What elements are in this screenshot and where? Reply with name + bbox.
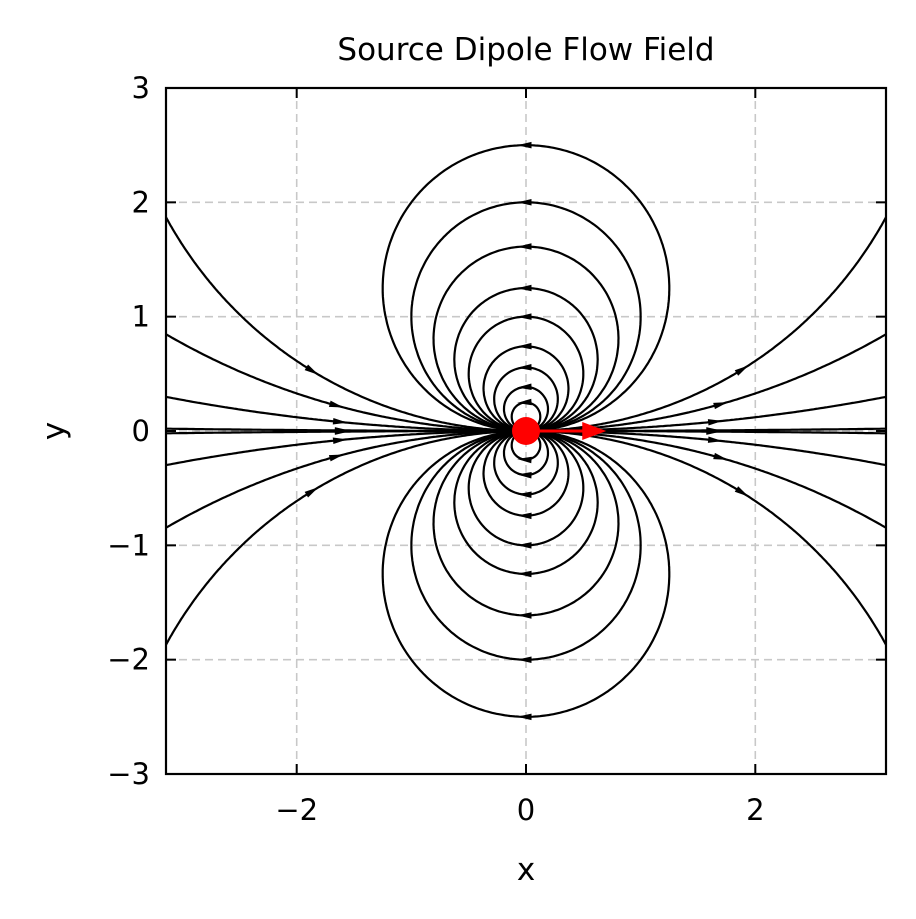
streamline-arrowhead [734, 365, 749, 376]
dipole-point [512, 417, 540, 445]
y-tick-label: −2 [107, 643, 150, 677]
y-tick-label: −1 [107, 528, 150, 562]
streamline-arrowhead [517, 456, 532, 464]
x-axis-label: x [517, 852, 535, 888]
y-axis-label: y [36, 422, 72, 440]
streamline-arrowhead [334, 428, 350, 435]
streamline-arrowhead [328, 454, 344, 462]
streamline-arrowhead [328, 400, 344, 408]
streamline-arrowhead [517, 713, 532, 721]
streamline-arrowhead [517, 199, 532, 206]
streamline-arrowhead [517, 570, 532, 578]
y-tick-label: 2 [132, 185, 150, 219]
streamline-arrowhead [713, 402, 728, 410]
streamline-arrowhead [734, 486, 749, 497]
streamline-arrowhead [517, 542, 532, 549]
streamline-arrowhead [517, 141, 532, 149]
streamline-arrowhead [517, 398, 532, 406]
streamline-arrowhead [517, 471, 532, 479]
dipole-moment-arrowhead [582, 422, 607, 440]
streamline-arrowhead [517, 612, 532, 619]
streamline-arrowhead [304, 487, 319, 498]
x-axis-ticks: −2 0 2 [275, 88, 765, 827]
streamline-arrowhead [517, 342, 532, 350]
streamline-arrowhead [332, 437, 348, 444]
y-tick-label: 1 [132, 300, 150, 334]
y-tick-label: −3 [107, 757, 150, 791]
streamline-arrowhead [517, 284, 532, 292]
streamline-arrowhead [707, 436, 723, 443]
streamline-arrowhead [517, 512, 532, 520]
streamlines [166, 141, 886, 721]
streamline-arrowhead [517, 243, 532, 250]
streamline-arrowhead [517, 491, 532, 498]
streamline-arrowhead [517, 383, 532, 391]
y-tick-label: 0 [132, 414, 150, 448]
chart-title: Source Dipole Flow Field [337, 32, 714, 68]
dipole-marker [512, 417, 607, 445]
streamline-arrowhead [707, 419, 723, 426]
y-axis-ticks: −3 −2 −1 0 1 2 3 [107, 71, 886, 791]
y-tick-label: 3 [132, 71, 150, 105]
streamline-arrowhead [304, 364, 319, 375]
streamline-arrowhead [332, 418, 348, 425]
streamline-arrowhead [517, 364, 532, 371]
x-tick-label: −2 [275, 793, 318, 827]
streamline-arrowhead [517, 313, 532, 320]
x-tick-label: 2 [746, 793, 764, 827]
streamline-arrowhead [706, 428, 721, 435]
streamline-arrowhead [713, 452, 728, 460]
streamline-arrowhead [517, 656, 532, 663]
x-tick-label: 0 [517, 793, 535, 827]
